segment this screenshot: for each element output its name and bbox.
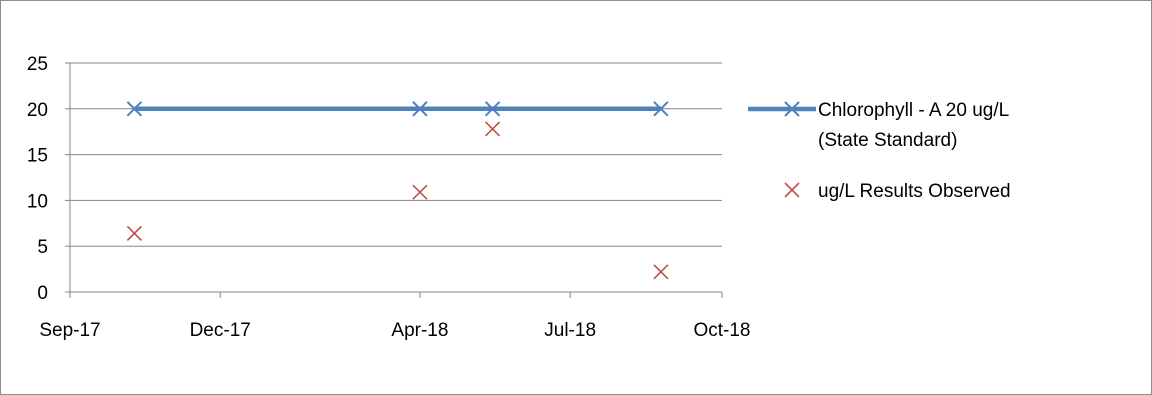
- legend-label: Chlorophyll - A 20 ug/L: [818, 100, 1009, 121]
- y-tick-label: 20: [27, 100, 48, 121]
- gridlines: [70, 62, 722, 247]
- legend-swatch-marker: [784, 182, 800, 198]
- x-tick-label: Sep-17: [39, 320, 100, 341]
- data-point-s1-p3: [653, 264, 669, 280]
- data-point-s0-p0: [126, 101, 143, 117]
- legend-item-0: Chlorophyll - A 20 ug/L (State Standard): [748, 100, 1009, 151]
- data-point-s0-p1: [412, 101, 428, 117]
- legend: Chlorophyll - A 20 ug/L (State Standard) u…: [748, 100, 1011, 202]
- y-tick-label: 0: [37, 283, 48, 304]
- data-point-s0-p3: [653, 101, 669, 117]
- y-tick-label: 5: [37, 237, 48, 258]
- legend-item-1: ug/L Results Observed: [784, 181, 1011, 202]
- y-tick-label: 15: [27, 146, 48, 167]
- y-tick-label: 10: [27, 191, 48, 212]
- series-marks: [126, 101, 669, 280]
- axes: 0 5 10 15 20 25 Sep-17 Dec-17 Apr-18 Jul-18 Oct-18: [27, 54, 751, 341]
- data-point-s1-p2: [484, 121, 501, 137]
- legend-label: (State Standard): [818, 130, 957, 151]
- y-tick-label: 25: [27, 54, 48, 75]
- x-tick-label: Oct-18: [693, 320, 750, 341]
- x-tick-label: Apr-18: [391, 320, 448, 341]
- data-point-s0-p2: [484, 101, 501, 117]
- x-tick-label: Jul-18: [544, 320, 596, 341]
- legend-swatch-marker: [784, 101, 800, 117]
- legend-label: ug/L Results Observed: [818, 181, 1011, 202]
- data-point-s1-p0: [126, 225, 142, 241]
- data-point-s1-p1: [412, 184, 428, 200]
- x-tick-label: Dec-17: [190, 320, 251, 341]
